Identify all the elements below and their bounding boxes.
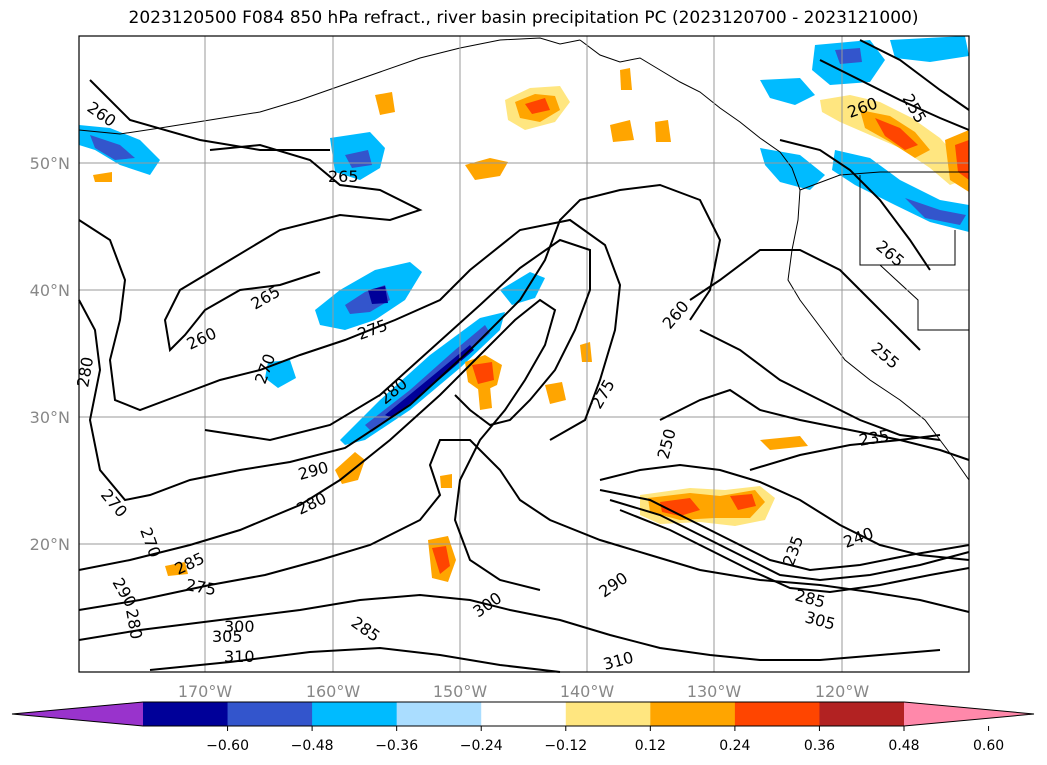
precip-patch-positive [375, 92, 395, 115]
colorbar-extend-max [904, 702, 1034, 726]
colorbar-segment [312, 702, 398, 726]
contour-line [78, 298, 557, 591]
state-borders-2 [879, 264, 969, 331]
colorbar-tick-label: −0.48 [291, 738, 334, 754]
map-title: 2023120500 F084 850 hPa refract., river … [128, 8, 919, 28]
colorbar-segment [227, 702, 313, 726]
precip-patch-negative [90, 135, 135, 160]
contour-line [78, 183, 722, 502]
coastline-north-america [579, 39, 970, 481]
colorbar-tick-label: −0.36 [375, 738, 418, 754]
precip-patch-positive [432, 546, 450, 574]
precip-patch-negative [500, 272, 545, 305]
contour-label: 305 [212, 627, 243, 646]
contour-line [659, 388, 941, 442]
precip-patch-positive [655, 120, 671, 142]
colorbar-extend-min [12, 702, 143, 726]
colorbar-segment [819, 702, 905, 726]
precip-patch-negative [365, 325, 490, 432]
contour-label: 265 [328, 167, 359, 186]
colorbar-tick-label: −0.12 [544, 738, 587, 754]
coastlines [78, 37, 970, 481]
colorbar-tick-label: −0.24 [460, 738, 503, 754]
colorbar-tick-label: −0.60 [206, 738, 249, 754]
precip-patch-positive [620, 68, 632, 90]
contour-line [599, 489, 970, 572]
precip-patch-positive [472, 362, 494, 384]
map-background [79, 36, 969, 672]
colorbar-tick-label: 0.24 [719, 738, 750, 754]
precip-patch-positive [545, 382, 566, 404]
precip-patch-positive [335, 452, 365, 484]
longitude-labels: 170°W 160°W 150°W 140°W 130°W 120°W [178, 682, 870, 701]
contour-line [163, 143, 423, 353]
precip-patch-negative [905, 198, 966, 225]
precip-patch-positive [525, 98, 550, 114]
precip-patch-positive [760, 436, 808, 450]
lon-label-120w: 120°W [815, 682, 870, 701]
precip-patch-positive [440, 474, 452, 488]
lon-label-160w: 160°W [306, 682, 361, 701]
contour-label: 300 [224, 617, 255, 636]
contour-line [78, 218, 622, 441]
contour-line [859, 39, 970, 111]
map-panel: 260 265 260 275 280 270 280 265 260 275 … [30, 35, 970, 701]
lat-label-40n: 40°N [30, 281, 70, 300]
contour-line [78, 593, 941, 661]
contour-line [749, 438, 970, 471]
precip-patch-positive [93, 172, 112, 182]
contour-line [819, 59, 970, 131]
precip-patch-negative [760, 78, 815, 105]
contour-line [78, 439, 970, 613]
latitude-labels: 50°N 40°N 30°N 20°N [30, 154, 70, 554]
refractivity-contours [78, 39, 970, 673]
colorbar: −0.60 −0.48 −0.36 −0.24 −0.12 0.12 0.24 0.36 0.4… [11, 701, 1035, 754]
lat-label-30n: 30°N [30, 408, 70, 427]
lat-label-50n: 50°N [30, 154, 70, 173]
coastline-aleutians-alaska [78, 37, 581, 135]
contour-line [204, 238, 591, 442]
colorbar-outline [11, 701, 1035, 727]
precip-patch-positive [660, 494, 756, 516]
lon-label-150w: 150°W [433, 682, 488, 701]
contour-line [609, 499, 970, 582]
colorbar-segment [734, 702, 820, 726]
precip-patch-negative [385, 345, 474, 418]
graticule [79, 36, 969, 672]
contour-line [149, 646, 561, 673]
precip-patch-positive [580, 342, 592, 362]
contour-line [89, 79, 330, 151]
precip-shading [79, 36, 969, 582]
contour-line [779, 139, 931, 271]
map-frame [78, 35, 970, 673]
contour-label: 310 [224, 647, 255, 666]
colorbar-tick-label: 0.36 [804, 738, 835, 754]
colorbar-segment [565, 702, 651, 726]
precip-patch-positive [478, 386, 492, 410]
precip-patch-positive [610, 120, 634, 142]
precip-patch-positive [875, 118, 918, 150]
colorbar-segment [650, 702, 736, 726]
precip-patch-negative [265, 360, 296, 388]
colorbar-tick-label: 0.12 [635, 738, 666, 754]
lat-label-20n: 20°N [30, 535, 70, 554]
colorbar-tick-label: 0.60 [973, 738, 1004, 754]
colorbar-segment [143, 702, 229, 726]
contour-line [689, 249, 921, 351]
contour-line [699, 329, 941, 441]
colorbar-segment [481, 702, 567, 726]
lon-label-130w: 130°W [687, 682, 742, 701]
contour-line [599, 463, 970, 561]
precip-patch-negative [890, 36, 969, 62]
precip-patch-positive [955, 140, 969, 180]
contour-line [619, 509, 970, 594]
colorbar-segment [396, 702, 482, 726]
state-borders [859, 175, 956, 266]
colorbar-tick-label: 0.48 [888, 738, 919, 754]
border-canada-us [799, 171, 969, 191]
precip-patch-positive [165, 562, 188, 576]
lon-label-140w: 140°W [560, 682, 615, 701]
lon-label-170w: 170°W [178, 682, 233, 701]
